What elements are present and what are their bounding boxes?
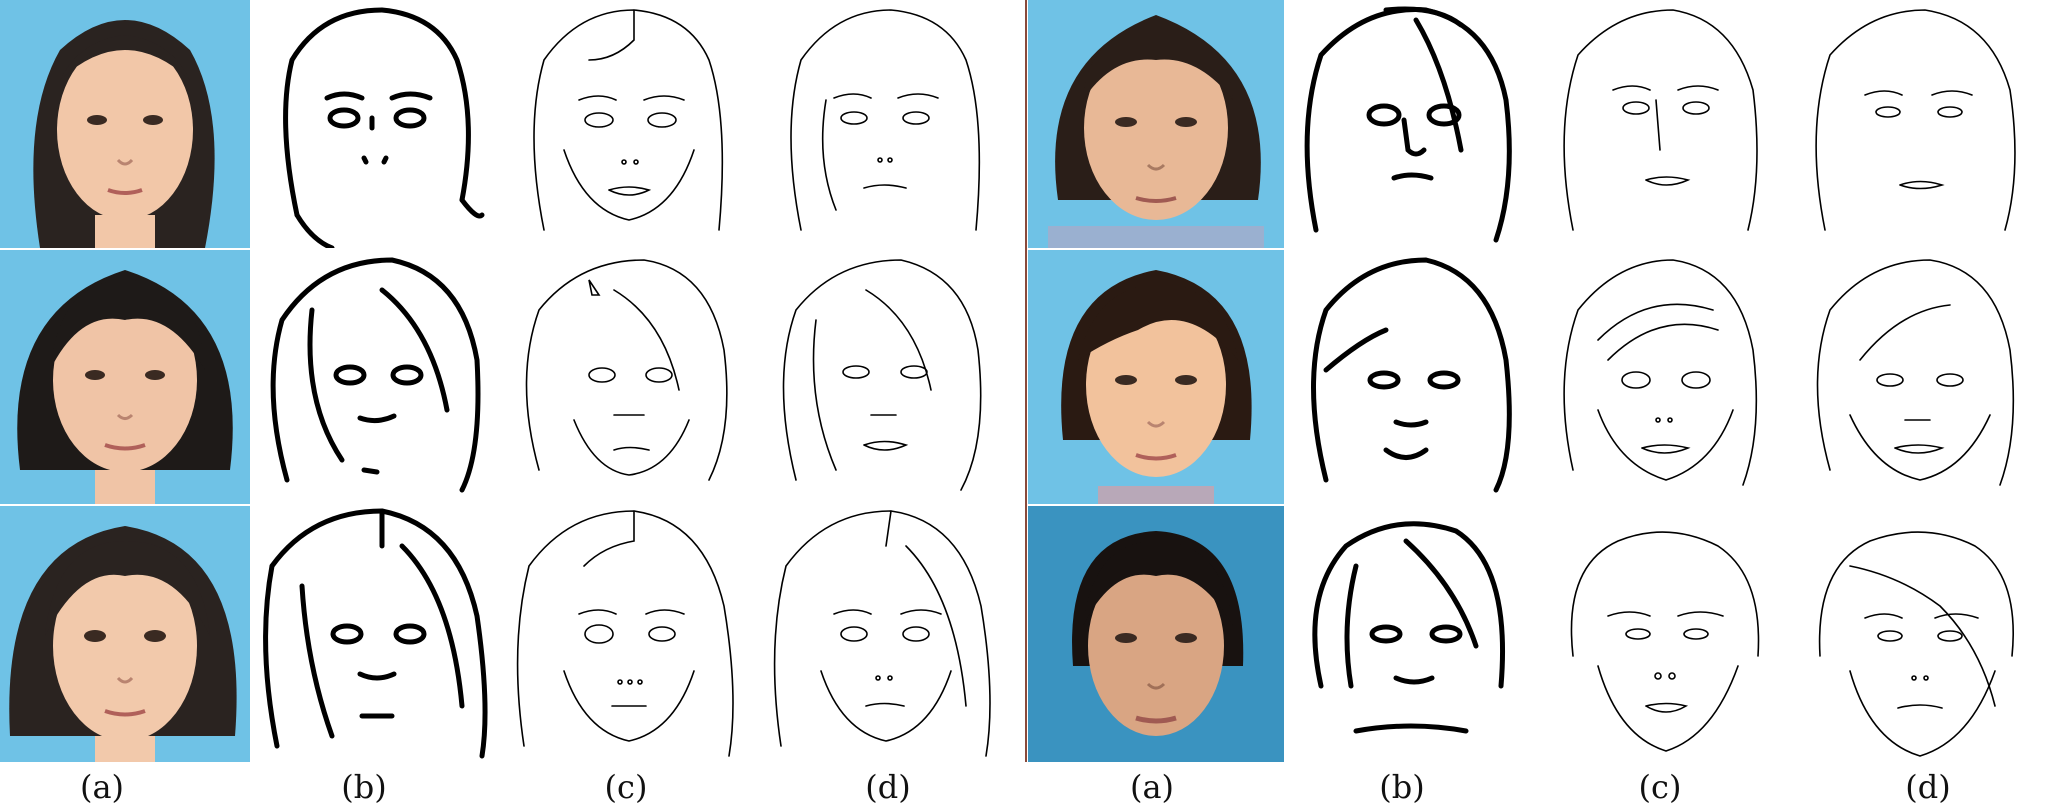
face-sketch-thin: [1570, 531, 1760, 752]
sketch-b-left-row3: [252, 506, 502, 762]
photo-right-row1: [1028, 0, 1284, 248]
sketch-b-right-row1: [1286, 0, 1536, 248]
face-sketch-thin: [533, 9, 724, 231]
label-left-a: (a): [79, 768, 125, 806]
face-photo: [1072, 531, 1244, 736]
sketch-d-left-row3: [756, 506, 1008, 762]
label-right-c: (c): [1638, 768, 1682, 806]
figure-grid: [0, 0, 2048, 762]
sketch-b-right-row3: [1286, 506, 1536, 762]
sketch-d-left-row2: [756, 250, 1008, 504]
photo-left-row1: [0, 0, 250, 248]
face-sketch-thick: [1312, 521, 1506, 734]
sketch-b-right-row2: [1286, 250, 1536, 504]
face-photo: [33, 20, 215, 248]
face-sketch-thin: [1563, 259, 1758, 486]
face-sketch-thin: [782, 259, 982, 491]
face-sketch-thick: [263, 508, 488, 759]
label-right-a: (a): [1129, 768, 1175, 806]
face-sketch-thin: [525, 259, 728, 481]
sketch-c-left-row2: [504, 250, 754, 504]
face-sketch-thin: [773, 510, 991, 757]
sketch-c-left-row1: [504, 0, 754, 248]
sketch-b-left-row2: [252, 250, 502, 504]
face-photo: [1048, 15, 1264, 248]
face-sketch-thick: [270, 257, 481, 493]
sketch-d-left-row1: [756, 0, 1008, 248]
face-sketch-thick: [283, 7, 485, 248]
face-photo: [1061, 270, 1252, 504]
face-sketch-thin: [1816, 259, 2015, 486]
label-left-c: (c): [604, 768, 648, 806]
face-photo: [17, 270, 233, 504]
sketch-c-right-row1: [1538, 0, 1788, 248]
face-photo: [9, 526, 237, 762]
panel-divider: [1025, 0, 1027, 762]
face-sketch-thick: [1304, 6, 1512, 243]
photo-left-row3: [0, 506, 250, 762]
face-sketch-thin: [1563, 9, 1758, 231]
sketch-d-right-row1: [1790, 0, 2048, 248]
face-sketch-thin: [516, 510, 734, 757]
photo-right-row2: [1028, 250, 1284, 504]
sketch-b-left-row1: [252, 0, 502, 248]
sketch-c-right-row3: [1538, 506, 1788, 762]
face-sketch-thin: [790, 9, 981, 231]
label-right-b: (b): [1379, 768, 1425, 806]
photo-left-row2: [0, 250, 250, 504]
face-sketch-thick: [1311, 257, 1512, 493]
sketch-c-right-row2: [1538, 250, 1788, 504]
label-left-d: (d): [865, 768, 911, 806]
sketch-d-right-row2: [1790, 250, 2048, 504]
label-right-d: (d): [1905, 768, 1951, 806]
photo-right-row3: [1028, 506, 1284, 762]
sketch-d-right-row3: [1790, 506, 2048, 762]
sketch-c-left-row3: [504, 506, 754, 762]
face-sketch-thin: [1815, 9, 2016, 231]
face-sketch-thin: [1818, 531, 2014, 757]
label-left-b: (b): [341, 768, 387, 806]
